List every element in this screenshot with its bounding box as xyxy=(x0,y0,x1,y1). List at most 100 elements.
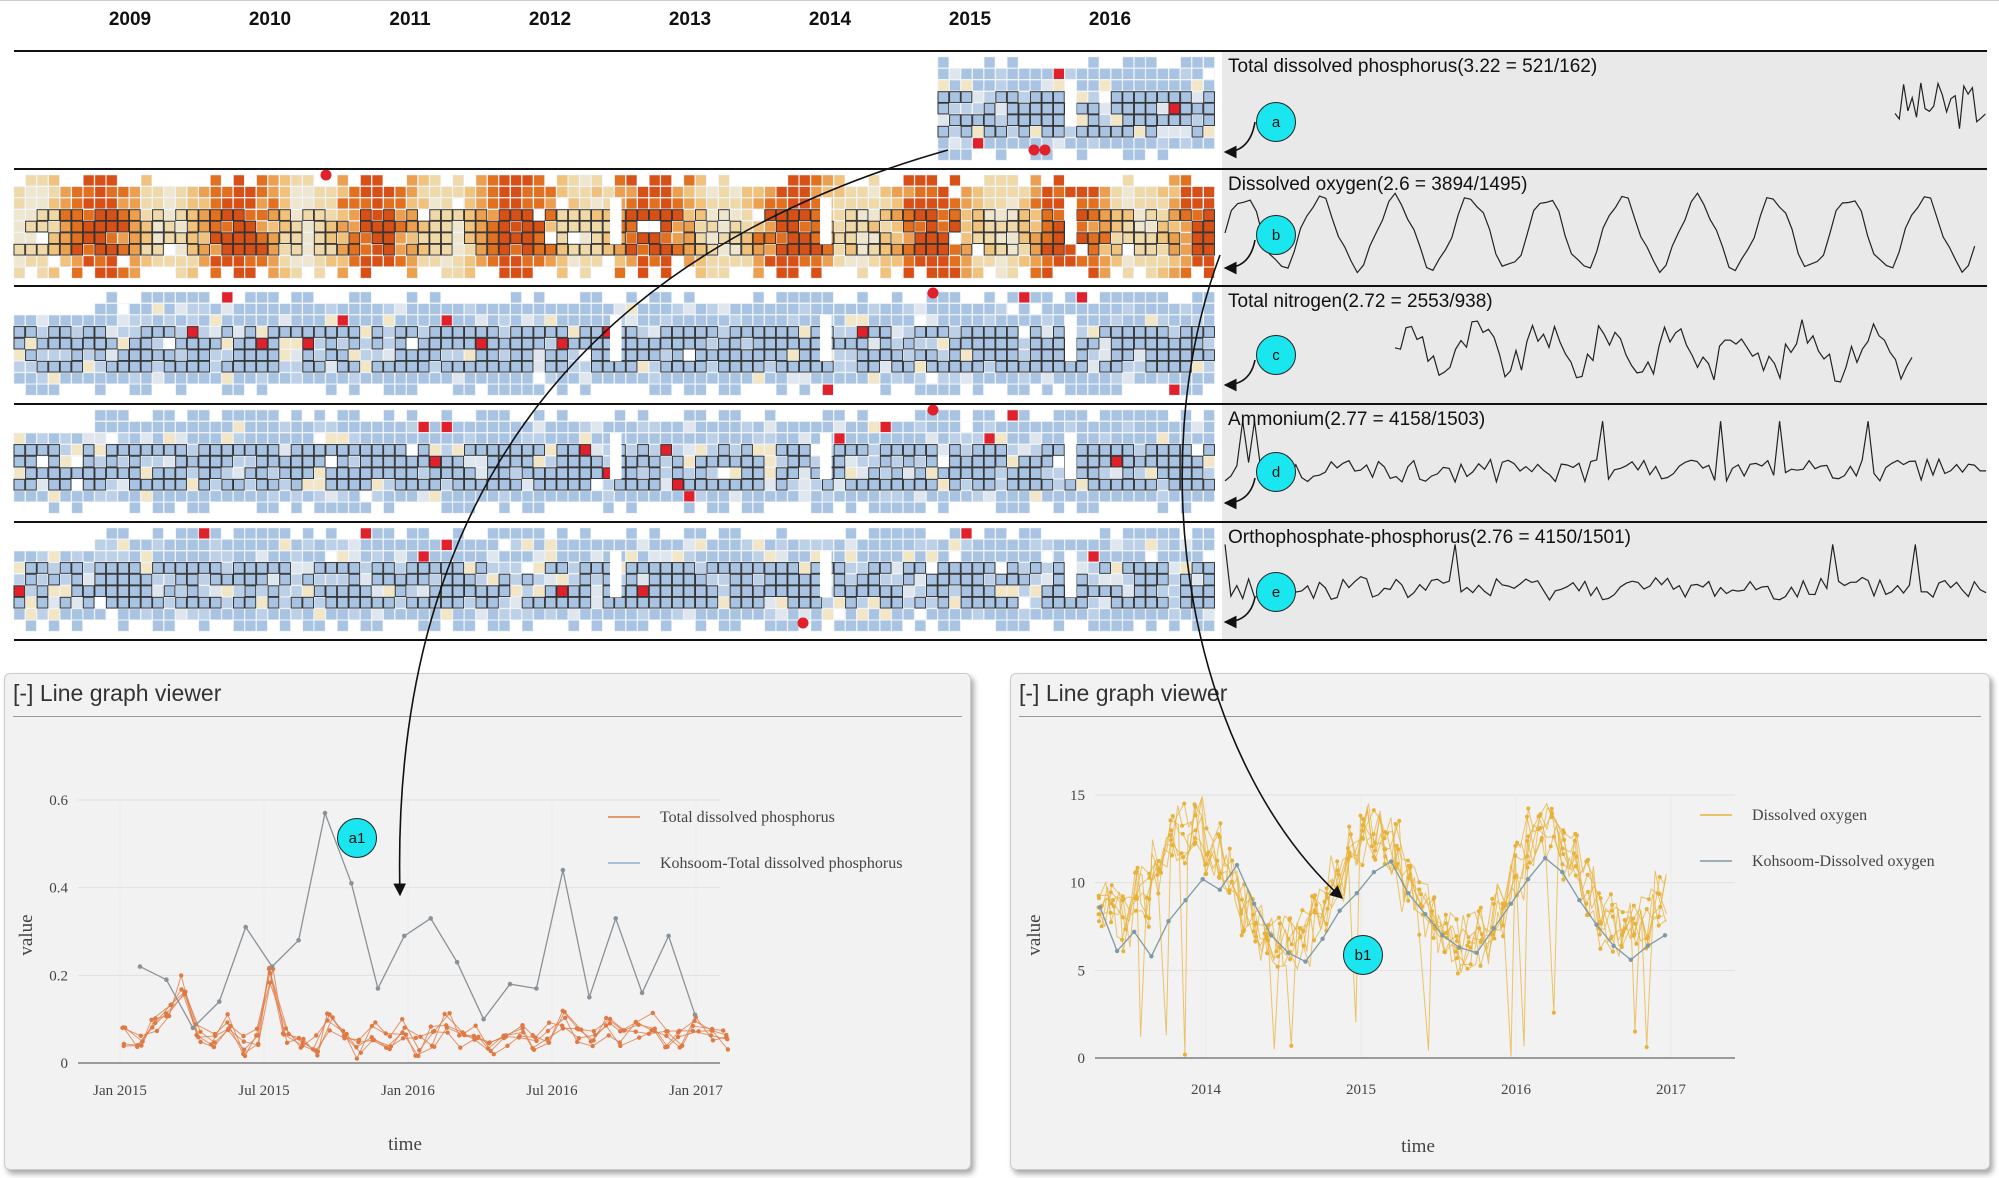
heatmap-cell xyxy=(960,91,973,103)
heatmap-cell xyxy=(1180,68,1192,80)
heatmap-cell xyxy=(1029,91,1042,103)
heatmap-cell xyxy=(360,174,372,186)
heatmap-cell xyxy=(302,220,314,233)
heatmap-cell xyxy=(937,68,949,80)
heatmap-cell xyxy=(1157,114,1169,127)
heatmap-cell xyxy=(1099,137,1111,149)
heatmap-cell xyxy=(960,68,973,80)
heatmap-cell xyxy=(406,232,418,244)
heatmap-cell xyxy=(25,197,37,210)
heatmap-cell xyxy=(960,102,973,115)
heatmap-cell xyxy=(221,220,233,233)
y-axis-label: value xyxy=(16,914,37,955)
heatmap-cell xyxy=(348,243,361,256)
heatmap-cell xyxy=(210,186,222,198)
heatmap-cell xyxy=(394,209,407,221)
heatmap-cell xyxy=(302,232,314,244)
heatmap-cell xyxy=(1041,102,1054,115)
year-label: 2015 xyxy=(948,9,992,30)
heatmap-gap xyxy=(820,80,832,127)
heatmap-cell xyxy=(371,244,384,256)
heatmap-cell xyxy=(1053,102,1065,115)
heatmap-cell xyxy=(279,197,291,210)
heatmap-cell xyxy=(94,220,107,233)
heatmap-cell xyxy=(13,255,25,267)
heatmap-cell xyxy=(1168,68,1180,80)
heatmap-cell xyxy=(1180,102,1192,115)
heatmap-cell xyxy=(152,243,164,256)
heatmap-cell xyxy=(267,267,280,279)
heatmap-cell xyxy=(1133,102,1146,115)
heatmap-cell xyxy=(348,220,360,233)
heatmap-cell xyxy=(1191,137,1204,149)
heatmap-cell xyxy=(1076,79,1088,92)
heatmap-cell xyxy=(94,209,107,221)
heatmap-cell xyxy=(1122,79,1134,92)
heatmap-cell xyxy=(106,255,118,267)
heatmap-cell xyxy=(175,232,187,245)
heatmap-cell xyxy=(187,267,199,279)
heatmap-row xyxy=(610,56,1215,161)
heatmap-cell xyxy=(348,209,360,221)
heatmap-cell xyxy=(1007,137,1019,149)
heatmap-cell xyxy=(1076,102,1088,115)
heatmap-cell xyxy=(1110,91,1123,103)
heatmap-cell xyxy=(117,220,130,233)
heatmap-cell xyxy=(406,174,418,186)
heatmap-cell xyxy=(175,186,187,198)
heatmap-cell xyxy=(152,220,164,233)
heatmap-cell xyxy=(1203,137,1215,149)
heatmap-cell xyxy=(1041,68,1053,80)
heatmap-cell xyxy=(221,255,233,267)
heatmap-cell xyxy=(394,232,407,244)
heatmap-cell xyxy=(1122,114,1135,127)
heatmap-cell xyxy=(949,102,961,115)
heatmap-cell xyxy=(48,174,60,186)
heatmap-cell xyxy=(25,255,37,267)
heatmap-cell xyxy=(1076,125,1088,138)
heatmap-cell xyxy=(394,220,407,233)
heatmap-cell xyxy=(348,197,360,210)
heatmap-cell xyxy=(198,243,211,256)
heatmap-cell xyxy=(1029,102,1042,115)
heatmap-cell xyxy=(1076,137,1088,149)
heatmap-cell xyxy=(290,220,303,233)
heatmap-cell xyxy=(960,125,973,138)
heatmap-cell xyxy=(13,197,25,210)
row-title: Total dissolved phosphorus(3.22 = 521/16… xyxy=(1228,56,1598,77)
heatmap-cell xyxy=(13,232,25,244)
heatmap-cell xyxy=(198,197,210,210)
heatmap-cell xyxy=(1099,79,1111,92)
heatmap-cell xyxy=(1191,68,1204,80)
year-label: 2009 xyxy=(108,9,152,30)
heatmap-cell xyxy=(1006,102,1019,115)
heatmap-cell xyxy=(1111,79,1123,92)
heatmap-cell xyxy=(105,209,118,221)
heatmap-cell xyxy=(313,232,326,245)
heatmap-cell xyxy=(1087,91,1100,103)
heatmap-cell xyxy=(1064,137,1076,149)
heatmap-cell xyxy=(960,137,973,149)
heatmap-cell xyxy=(1111,68,1123,80)
heatmap-cell xyxy=(71,220,84,233)
heatmap-cell xyxy=(152,232,164,245)
heatmap-cell xyxy=(1203,102,1215,115)
heatmap-cell xyxy=(371,174,384,186)
heatmap-cell xyxy=(1110,102,1123,115)
heatmap-cell xyxy=(175,220,187,233)
sparkline-panel xyxy=(1222,523,1987,639)
row-title: Ammonium(2.77 = 4158/1503) xyxy=(1228,409,1486,430)
x-tick-label: Jan 2016 xyxy=(381,1083,435,1099)
heatmap-cell xyxy=(1076,114,1088,126)
heatmap-cell xyxy=(140,209,153,221)
heatmap-cell xyxy=(1053,91,1065,103)
heatmap-cell xyxy=(1041,114,1054,127)
year-label: 2016 xyxy=(1088,9,1132,30)
heatmap-cell xyxy=(279,267,291,279)
heatmap-cell xyxy=(290,243,303,256)
heatmap-cell xyxy=(1087,137,1100,149)
year-label: 2010 xyxy=(248,9,292,30)
heatmap-cell xyxy=(995,149,1007,161)
heatmap-cell xyxy=(1157,102,1169,115)
